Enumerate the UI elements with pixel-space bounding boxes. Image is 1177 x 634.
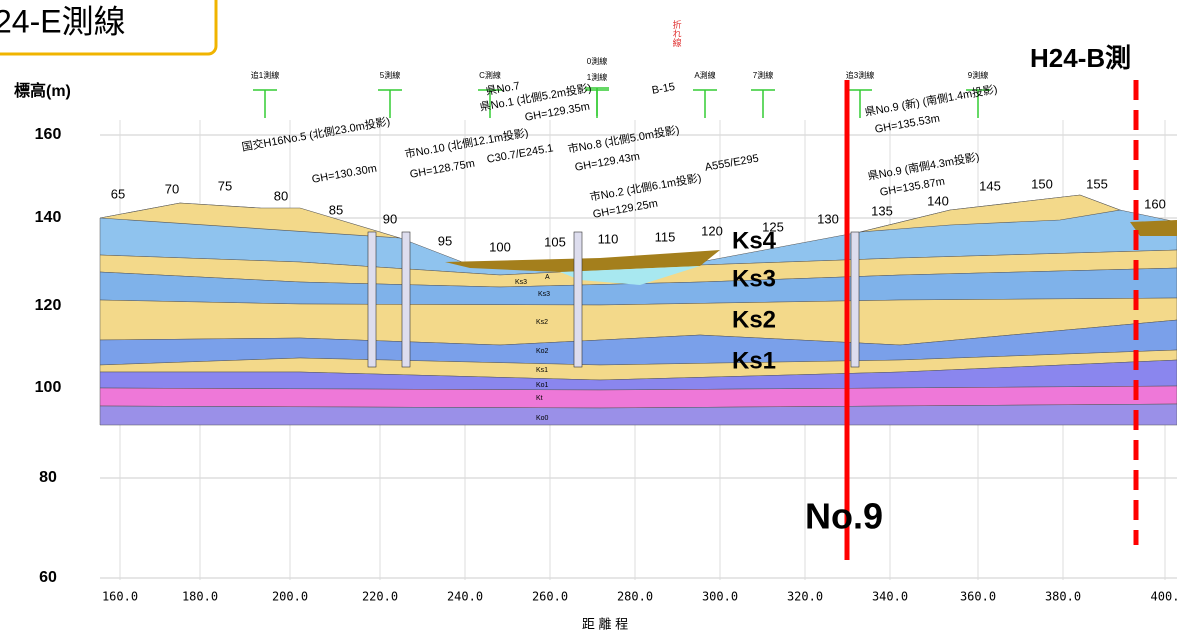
- station-number: 150: [1031, 176, 1053, 191]
- x-tick-label: 380.0: [1045, 590, 1081, 604]
- x-tick-label: 160.0: [102, 590, 138, 604]
- station-number: 80: [274, 188, 288, 203]
- borehole: [401, 231, 411, 368]
- small-layer-label: Kt: [536, 395, 543, 402]
- line-label: No.9: [805, 496, 883, 537]
- station-number: 135: [871, 203, 893, 218]
- borehole-label: 市No.8 (北側5.0m投影): [567, 122, 681, 155]
- x-tick-label: 400.: [1151, 590, 1177, 604]
- x-tick-label: 220.0: [362, 590, 398, 604]
- survey-line-label: 1測線: [587, 72, 607, 82]
- layer-label: Ks1: [732, 347, 776, 374]
- borehole: [367, 231, 377, 368]
- station-number: 140: [927, 193, 949, 208]
- x-tick-label: 240.0: [447, 590, 483, 604]
- survey-line-label: 9測線: [968, 70, 988, 80]
- x-tick-label: 180.0: [182, 590, 218, 604]
- small-layer-label: Ko1: [536, 382, 549, 389]
- layer-label: Ks2: [732, 306, 776, 333]
- x-tick-label: 260.0: [532, 590, 568, 604]
- x-tick-label: 300.0: [702, 590, 738, 604]
- station-number: 125: [762, 219, 784, 234]
- station-number: 75: [218, 178, 232, 193]
- layer-label: Ks3: [732, 265, 776, 292]
- y-tick-label: 140: [35, 209, 62, 226]
- station-number: 160: [1144, 196, 1166, 211]
- y-tick-label: 100: [35, 379, 62, 396]
- x-tick-label: 360.0: [960, 590, 996, 604]
- x-tick-label: 340.0: [872, 590, 908, 604]
- survey-line-label: 追3測線: [846, 70, 874, 80]
- station-number: 95: [438, 233, 452, 248]
- borehole-label: GH=135.53m: [874, 113, 941, 136]
- x-axis-label: 距 離 程: [582, 616, 628, 631]
- alluvium: [1130, 220, 1177, 236]
- x-tick-label: 200.0: [272, 590, 308, 604]
- borehole-label: GH=129.43m: [574, 151, 641, 174]
- borehole-label: A555/E295: [704, 153, 760, 174]
- y-tick-label: 60: [39, 569, 57, 586]
- borehole-label: GH=130.30m: [311, 163, 378, 186]
- station-number: 115: [655, 229, 676, 244]
- survey-line-label: C測線: [479, 70, 501, 80]
- topsoil: [99, 202, 401, 239]
- borehole: [850, 231, 860, 368]
- right-label: H24-B測: [1030, 43, 1131, 73]
- station-number: 130: [817, 211, 839, 226]
- small-layer-label: A: [545, 274, 550, 281]
- survey-line-label: 0測線: [587, 56, 607, 66]
- y-tick-label: 80: [39, 469, 57, 486]
- borehole-label: 県No.9 (南側4.3m投影): [867, 149, 981, 182]
- station-number: 155: [1086, 176, 1108, 191]
- small-layer-label: Ks3: [538, 291, 550, 298]
- small-layer-label: Ks2: [536, 319, 548, 326]
- topsoil: [859, 194, 1122, 233]
- station-number: 70: [165, 181, 179, 196]
- station-number: 110: [598, 231, 619, 246]
- survey-line-label: A測線: [694, 70, 715, 80]
- borehole-label: 県No.7: [485, 79, 521, 98]
- small-layer-label: Ko0: [536, 415, 549, 422]
- bend-label: 折れ線: [672, 19, 682, 47]
- small-layer-label: Ko2: [536, 348, 549, 355]
- alluvium: [445, 250, 720, 272]
- station-number: 85: [329, 202, 343, 217]
- station-number: 90: [383, 211, 397, 226]
- y-tick-label: 160: [35, 126, 62, 143]
- title: 24-E測線: [0, 3, 126, 39]
- station-number: 145: [979, 178, 1001, 193]
- x-tick-label: 280.0: [617, 590, 653, 604]
- y-tick-label: 120: [35, 297, 62, 314]
- borehole-label: 国交H16No.5 (北側23.0m投影): [241, 114, 392, 154]
- geologic-layer: [99, 403, 1177, 426]
- small-layer-label: Ks3: [515, 279, 527, 286]
- station-number: 65: [111, 186, 125, 201]
- layer-label: Ks4: [732, 227, 777, 254]
- title-box: [0, 0, 218, 56]
- station-number: 120: [701, 223, 723, 238]
- borehole-label: C30.7/E245.1: [486, 142, 554, 166]
- small-layer-label: Ks1: [536, 367, 548, 374]
- y-axis-label: 標高(m): [14, 81, 71, 100]
- survey-line-label: 追1測線: [251, 70, 279, 80]
- borehole-label: B-15: [651, 81, 676, 97]
- survey-line-label: 7測線: [753, 70, 773, 80]
- borehole: [573, 231, 583, 368]
- station-number: 105: [544, 234, 566, 249]
- station-number: 100: [489, 239, 511, 254]
- water-layer: [560, 266, 700, 285]
- x-tick-label: 320.0: [787, 590, 823, 604]
- borehole-label: GH=128.75m: [409, 158, 476, 181]
- survey-line-label: 5測線: [380, 70, 400, 80]
